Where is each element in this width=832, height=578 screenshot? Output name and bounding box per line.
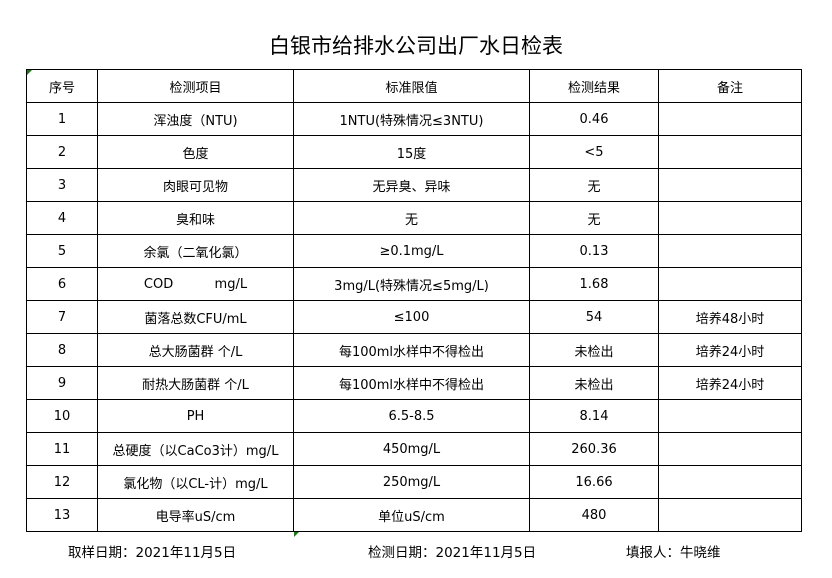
table-cell[interactable]: 450mg/L — [293, 432, 530, 466]
table-cell[interactable]: 5 — [26, 234, 98, 268]
table-cell[interactable] — [658, 102, 802, 136]
table-cell[interactable]: 480 — [529, 498, 659, 532]
table-cell[interactable]: 1 — [26, 102, 98, 136]
table-cell[interactable] — [658, 234, 802, 268]
table-cell[interactable]: 16.66 — [529, 465, 659, 499]
table-cell[interactable]: 0.13 — [529, 234, 659, 268]
table-cell[interactable]: 0.46 — [529, 102, 659, 136]
table-cell[interactable]: 臭和味 — [97, 201, 294, 235]
table-row: 4 臭和味无无 — [26, 201, 802, 235]
inspection-table: 序号 检测项目 标准限值 检测结果 备注 1 浑浊度（NTU) 1NTU(特殊情况≤… — [26, 69, 802, 532]
table-cell[interactable]: 3mg/L(特殊情况≤5mg/L) — [293, 267, 530, 301]
sample-date: 取样日期：2021年11月5日 — [68, 545, 237, 561]
table-cell[interactable]: 15度 — [293, 135, 530, 169]
table-cell[interactable]: 无 — [529, 201, 659, 235]
table-cell[interactable] — [658, 168, 802, 202]
table-cell[interactable]: 余氯（二氧化氯） — [97, 234, 294, 268]
table-cell[interactable]: 培养48小时 — [658, 300, 802, 334]
table-cell[interactable]: 250mg/L — [293, 465, 530, 499]
header-row: 序号 检测项目 标准限值 检测结果 备注 — [26, 69, 802, 103]
table-cell[interactable]: ≤100 — [293, 300, 530, 334]
header-cell[interactable]: 备注 — [658, 69, 802, 103]
header-cell[interactable]: 检测结果 — [529, 69, 659, 103]
table-cell[interactable]: 单位uS/cm — [293, 498, 530, 532]
table-row: 12 氯化物（以CL-计）mg/L 250mg/L 16.66 — [26, 465, 802, 499]
table-cell[interactable]: 1NTU(特殊情况≤3NTU) — [293, 102, 530, 136]
table-cell[interactable]: PH — [97, 399, 294, 433]
table-cell[interactable] — [658, 399, 802, 433]
test-date: 检测日期：2021年11月5日 — [368, 545, 537, 561]
table-cell[interactable] — [658, 135, 802, 169]
table-cell[interactable]: 6.5-8.5 — [293, 399, 530, 433]
table-row: 10 PH 6.5-8.5 8.14 — [26, 399, 802, 433]
table-row: 1 浑浊度（NTU) 1NTU(特殊情况≤3NTU) 0.46 — [26, 102, 802, 136]
table-cell[interactable]: 8.14 — [529, 399, 659, 433]
table-cell[interactable]: 未检出 — [529, 366, 659, 400]
table-cell[interactable]: 电导率uS/cm — [97, 498, 294, 532]
table-cell[interactable]: <5 — [529, 135, 659, 169]
table-cell[interactable]: 11 — [26, 432, 98, 466]
table-cell[interactable]: 每100ml水样中不得检出 — [293, 333, 530, 367]
table-row: 5 余氯（二氧化氯） ≥0.1mg/L 0.13 — [26, 234, 802, 268]
table-cell[interactable]: 色度 — [97, 135, 294, 169]
table-row: 3 肉眼可见物 无异臭、异味无 — [26, 168, 802, 202]
table-cell[interactable]: 12 — [26, 465, 98, 499]
table-row: 11 总硬度（以CaCo3计）mg/L 450mg/L 260.36 — [26, 432, 802, 466]
table-cell[interactable]: 13 — [26, 498, 98, 532]
table-row: 2 色度 15度 <5 — [26, 135, 802, 169]
table-cell[interactable]: 总硬度（以CaCo3计）mg/L — [97, 432, 294, 466]
table-cell[interactable]: 每100ml水样中不得检出 — [293, 366, 530, 400]
table-row: 9 耐热大肠菌群 个/L 每100ml水样中不得检出 未检出 培养24小时 — [26, 366, 802, 400]
table-cell[interactable]: 3 — [26, 168, 98, 202]
table-row: 8 总大肠菌群 个/L 每100ml水样中不得检出 未检出 培养24小时 — [26, 333, 802, 367]
table-cell[interactable]: 1.68 — [529, 267, 659, 301]
table-row: 13 电导率uS/cm 单位uS/cm 480 — [26, 498, 802, 532]
table-cell[interactable]: 无 — [529, 168, 659, 202]
table-cell[interactable]: 氯化物（以CL-计）mg/L — [97, 465, 294, 499]
table-cell[interactable]: 6 — [26, 267, 98, 301]
table-cell[interactable]: 浑浊度（NTU) — [97, 102, 294, 136]
table-row: 7 菌落总数CFU/mL ≤100 54 培养48小时 — [26, 300, 802, 334]
table-cell[interactable] — [658, 432, 802, 466]
header-cell[interactable]: 标准限值 — [293, 69, 530, 103]
table-cell[interactable]: 54 — [529, 300, 659, 334]
table-cell[interactable] — [658, 465, 802, 499]
table-cell[interactable]: 肉眼可见物 — [97, 168, 294, 202]
table-cell[interactable]: 培养24小时 — [658, 366, 802, 400]
table-cell[interactable]: 260.36 — [529, 432, 659, 466]
table-cell[interactable] — [658, 267, 802, 301]
page-title: 白银市给排水公司出厂水日检表 — [269, 34, 563, 58]
table-cell[interactable]: 无 — [293, 201, 530, 235]
table-cell[interactable]: COD mg/L — [97, 267, 294, 301]
table-cell[interactable]: 未检出 — [529, 333, 659, 367]
header-cell[interactable]: 检测项目 — [97, 69, 294, 103]
table-cell[interactable]: 耐热大肠菌群 个/L — [97, 366, 294, 400]
table-cell[interactable]: 菌落总数CFU/mL — [97, 300, 294, 334]
table-cell[interactable] — [658, 201, 802, 235]
table-cell[interactable] — [658, 498, 802, 532]
table-cell[interactable]: 总大肠菌群 个/L — [97, 333, 294, 367]
table-cell[interactable]: 4 — [26, 201, 98, 235]
table-cell[interactable]: 培养24小时 — [658, 333, 802, 367]
table-cell[interactable]: 7 — [26, 300, 98, 334]
header-cell[interactable]: 序号 — [26, 69, 98, 103]
table-cell[interactable]: 9 — [26, 366, 98, 400]
table-cell[interactable]: 无异臭、异味 — [293, 168, 530, 202]
table-cell[interactable]: ≥0.1mg/L — [293, 234, 530, 268]
table-cell[interactable]: 2 — [26, 135, 98, 169]
table-cell[interactable]: 8 — [26, 333, 98, 367]
cell-marker — [294, 532, 299, 537]
table-row: 6 COD mg/L 3mg/L(特殊情况≤5mg/L) 1.68 — [26, 267, 802, 301]
reporter: 填报人：牛晓维 — [626, 545, 721, 561]
table-cell[interactable]: 10 — [26, 399, 98, 433]
